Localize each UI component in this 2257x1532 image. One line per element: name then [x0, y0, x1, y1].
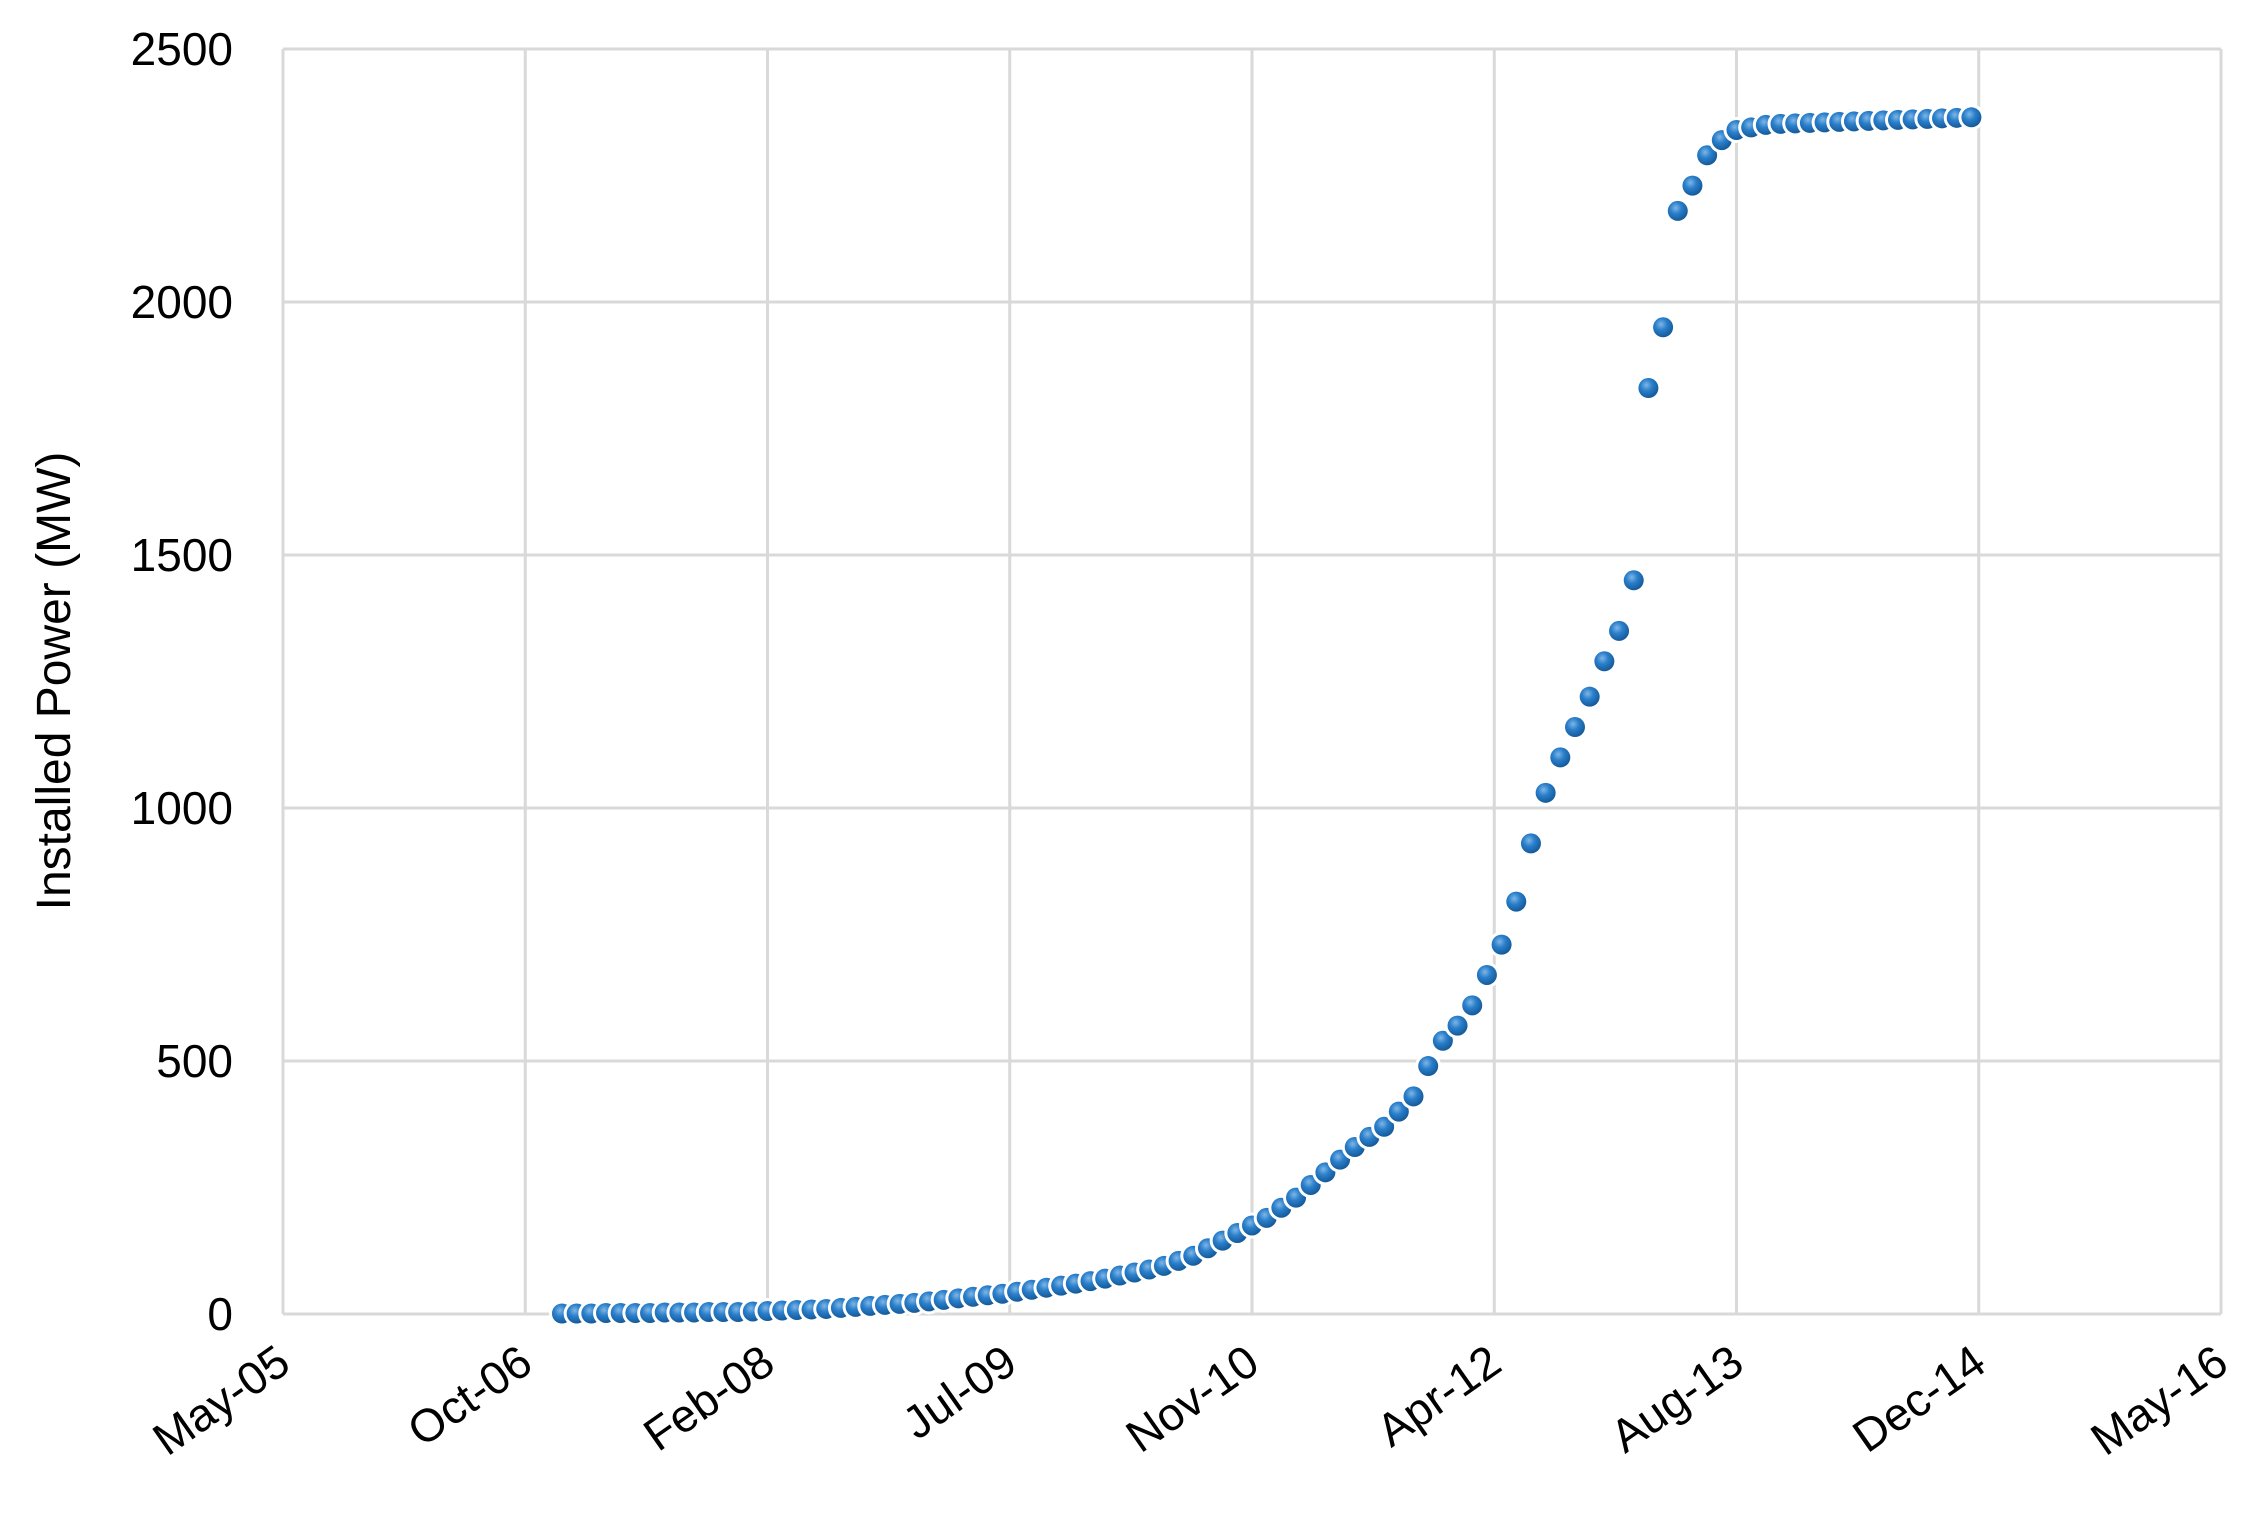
data-point — [1697, 145, 1718, 166]
data-point — [1418, 1056, 1439, 1077]
y-tick-label: 2500 — [131, 23, 233, 75]
x-tick-label: May-16 — [2081, 1335, 2236, 1466]
data-point — [1638, 378, 1659, 399]
data-point — [1579, 686, 1600, 707]
data-point — [1476, 964, 1497, 985]
data-point — [1491, 934, 1512, 955]
data-point — [1623, 570, 1644, 591]
data-point — [1609, 620, 1630, 641]
x-tick-label: Feb-08 — [634, 1335, 783, 1461]
x-tick-label: May-05 — [143, 1335, 298, 1466]
data-point — [1682, 175, 1703, 196]
data-point — [1520, 833, 1541, 854]
data-point — [1447, 1015, 1468, 1036]
x-tick-label: Oct-06 — [398, 1335, 541, 1457]
x-tick-label: Jul-09 — [893, 1335, 1025, 1449]
y-tick-label: 2000 — [131, 276, 233, 328]
x-tick-label: Apr-12 — [1367, 1335, 1510, 1457]
data-point — [1565, 717, 1585, 738]
y-axis-title: Installed Power (MW) — [28, 452, 81, 911]
x-axis-tick-labels: May-05 Oct-06 Feb-08 Jul-09 Nov-10 Apr-12 Aug-… — [143, 1335, 2236, 1466]
data-points — [548, 104, 1985, 1327]
data-point — [1667, 200, 1688, 221]
y-tick-label: 1000 — [131, 782, 233, 834]
data-point — [1594, 651, 1615, 672]
y-tick-label: 1500 — [131, 529, 233, 581]
gridlines — [281, 47, 2223, 1316]
y-tick-label: 500 — [156, 1035, 233, 1087]
data-point — [1550, 747, 1571, 768]
x-tick-label: Aug-13 — [1601, 1335, 1752, 1463]
data-point — [1961, 107, 1982, 128]
data-point — [1462, 995, 1483, 1016]
x-tick-label: Nov-10 — [1116, 1335, 1267, 1463]
data-point — [1653, 317, 1674, 338]
data-point — [1388, 1101, 1409, 1122]
y-tick-label: 0 — [207, 1288, 233, 1340]
y-axis-tick-labels: 0 500 1000 1500 2000 2500 — [131, 23, 233, 1340]
x-tick-label: Dec-14 — [1843, 1335, 1994, 1463]
data-point — [1432, 1030, 1453, 1051]
data-point — [1403, 1086, 1424, 1107]
data-point — [1374, 1116, 1395, 1137]
data-point — [1535, 782, 1556, 803]
data-point — [1506, 891, 1527, 912]
